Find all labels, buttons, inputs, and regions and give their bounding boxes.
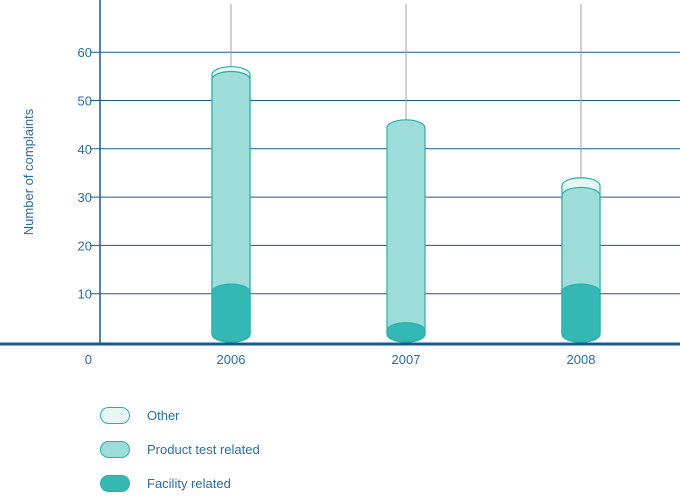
legend-item-facility: Facility related (100, 466, 260, 500)
legend: Other Product test related Facility rela… (100, 398, 260, 500)
legend-swatch-facility (100, 474, 130, 492)
complaints-chart: 0 10 20 30 40 50 60 2006 2007 2008 Number of comp… (0, 0, 680, 367)
legend-label-other: Other (147, 407, 180, 423)
tick-labels: 0 10 20 30 40 50 60 2006 2007 2008 (78, 45, 596, 367)
y-tick-label-60: 60 (78, 45, 92, 60)
bar-product-test-2007 (386, 119, 426, 343)
y-tick-label-0: 0 (85, 352, 92, 367)
x-tick-label-2006: 2006 (217, 352, 246, 367)
y-axis-label: Number of complaints (21, 108, 36, 235)
legend-item-other: Other (100, 398, 260, 432)
bars (211, 66, 601, 343)
y-tick-label-30: 30 (78, 190, 92, 205)
legend-label-facility: Facility related (147, 475, 231, 491)
legend-item-product-test: Product test related (100, 432, 260, 466)
bar-facility-2006 (211, 283, 251, 343)
axes (0, 0, 680, 346)
legend-label-product-test: Product test related (147, 441, 260, 457)
x-tick-label-2007: 2007 (392, 352, 421, 367)
y-tick-label-20: 20 (78, 238, 92, 253)
legend-swatch-product-test (100, 440, 130, 458)
y-tick-label-50: 50 (78, 94, 92, 109)
legend-swatch-other (100, 406, 130, 424)
bar-facility-2008 (561, 283, 601, 343)
y-tick-label-40: 40 (78, 142, 92, 157)
bar-facility-2007 (386, 322, 426, 343)
y-tick-label-10: 10 (78, 287, 92, 302)
x-tick-label-2008: 2008 (567, 352, 596, 367)
